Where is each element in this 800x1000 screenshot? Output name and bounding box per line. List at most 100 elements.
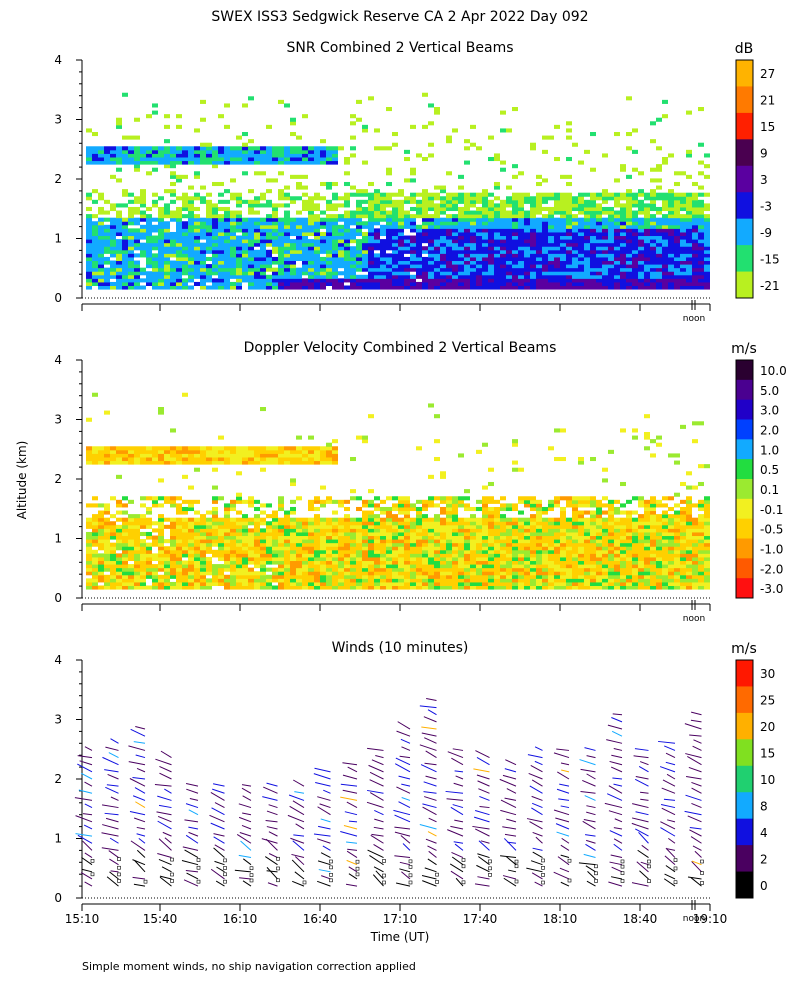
doppler-cell xyxy=(296,542,302,547)
doppler-cell xyxy=(212,485,218,490)
snr-cell xyxy=(386,260,392,265)
doppler-cell xyxy=(362,514,368,519)
snr-cell xyxy=(632,192,638,197)
snr-cell xyxy=(290,117,296,122)
doppler-cell xyxy=(440,567,446,572)
snr-cell xyxy=(230,281,236,287)
snr-cell xyxy=(98,149,104,154)
snr-cell xyxy=(428,267,434,272)
doppler-cell xyxy=(314,528,320,533)
snr-cell xyxy=(488,228,494,233)
snr-cell xyxy=(320,153,326,158)
snr-cell xyxy=(470,242,476,247)
doppler-cell xyxy=(266,535,272,540)
snr-cell xyxy=(494,231,500,237)
snr-cell xyxy=(656,221,662,226)
doppler-cell xyxy=(488,524,494,529)
snr-cell xyxy=(266,217,272,222)
snr-cell xyxy=(248,146,254,151)
snr-cell xyxy=(518,267,524,272)
snr-cell xyxy=(314,153,320,158)
snr-cell xyxy=(116,121,122,126)
snr-cell xyxy=(554,228,560,233)
doppler-cell xyxy=(398,549,404,554)
doppler-cell xyxy=(104,528,110,533)
snr-cell xyxy=(698,217,704,222)
doppler-cell xyxy=(368,521,374,526)
snr-cell xyxy=(584,235,590,240)
snr-cell xyxy=(422,278,428,283)
snr-cell xyxy=(272,146,278,151)
doppler-cell xyxy=(302,524,308,529)
snr-cell xyxy=(170,156,176,162)
snr-cell xyxy=(398,206,404,212)
snr-cell xyxy=(428,203,434,208)
doppler-cell xyxy=(326,546,332,551)
doppler-cell xyxy=(320,574,326,579)
doppler-cell xyxy=(386,567,392,572)
snr-cell xyxy=(290,199,296,204)
doppler-cell xyxy=(230,456,236,462)
snr-cell xyxy=(488,239,494,244)
doppler-cell xyxy=(122,539,128,544)
snr-cell xyxy=(110,153,116,158)
snr-cell xyxy=(536,174,542,179)
doppler-cell xyxy=(482,531,488,537)
doppler-cell xyxy=(116,546,122,551)
snr-cell xyxy=(278,267,284,272)
doppler-cell xyxy=(302,539,308,544)
snr-cell xyxy=(380,203,386,208)
snr-cell xyxy=(650,231,656,237)
snr-cell xyxy=(386,210,392,215)
snr-cell xyxy=(290,271,296,276)
doppler-cell xyxy=(404,571,410,576)
snr-cell xyxy=(458,239,464,244)
snr-cell xyxy=(356,214,362,219)
snr-cell xyxy=(458,271,464,276)
doppler-cell xyxy=(266,521,272,526)
snr-cell xyxy=(686,174,692,179)
doppler-cell xyxy=(434,553,440,558)
snr-cell xyxy=(446,139,452,144)
snr-cell xyxy=(620,221,626,226)
snr-cell xyxy=(140,285,146,290)
snr-cell xyxy=(554,274,560,279)
snr-cell xyxy=(236,264,242,269)
snr-cell xyxy=(626,253,632,258)
doppler-cell xyxy=(368,553,374,558)
snr-cell xyxy=(656,210,662,215)
snr-cell xyxy=(158,146,164,151)
colorbar-swatch xyxy=(736,245,753,273)
snr-cell xyxy=(362,160,368,165)
doppler-cell xyxy=(356,581,362,587)
snr-cell xyxy=(584,260,590,265)
snr-cell xyxy=(308,210,314,215)
doppler-cell xyxy=(254,499,260,504)
doppler-cell xyxy=(128,567,134,572)
doppler-cell xyxy=(356,506,362,512)
doppler-cell xyxy=(332,542,338,547)
doppler-cell xyxy=(512,506,518,512)
doppler-cell xyxy=(506,506,512,512)
doppler-cell xyxy=(254,564,260,569)
snr-cell xyxy=(230,242,236,247)
snr-cell xyxy=(626,249,632,254)
doppler-cell xyxy=(392,503,398,508)
snr-cell xyxy=(578,192,584,197)
doppler-cell xyxy=(230,564,236,569)
snr-cell xyxy=(380,278,386,283)
doppler-cell xyxy=(278,456,284,462)
doppler-cell xyxy=(158,453,164,458)
doppler-cell xyxy=(242,571,248,576)
doppler-cell xyxy=(188,564,194,569)
doppler-cell xyxy=(356,531,362,537)
doppler-cell xyxy=(86,553,92,558)
doppler-cell xyxy=(152,456,158,462)
doppler-cell xyxy=(272,539,278,544)
snr-cell xyxy=(242,249,248,254)
doppler-cell xyxy=(206,453,212,458)
snr-cell xyxy=(176,281,182,287)
snr-cell xyxy=(164,274,170,279)
doppler-cell xyxy=(422,560,428,565)
snr-cell xyxy=(542,249,548,254)
